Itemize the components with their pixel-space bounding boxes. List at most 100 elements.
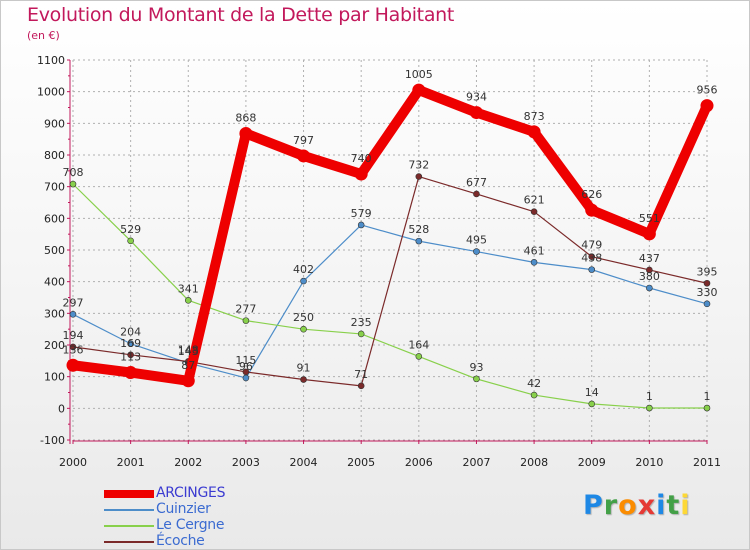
data-label: 113 xyxy=(120,351,141,364)
data-label: 194 xyxy=(63,329,84,342)
data-label: 437 xyxy=(639,252,660,265)
data-point xyxy=(184,297,192,304)
data-point xyxy=(242,368,250,376)
data-point xyxy=(642,227,656,241)
y-tick-label: 800 xyxy=(44,149,65,162)
data-point xyxy=(69,343,77,351)
data-point xyxy=(527,125,541,139)
y-tick-label: 0 xyxy=(58,402,65,415)
data-point xyxy=(530,259,538,266)
logo-letter: x xyxy=(637,490,657,521)
chart-title: Evolution du Montant de la Dette par Hab… xyxy=(27,4,455,26)
x-tick-label: 2003 xyxy=(232,456,260,469)
data-point xyxy=(700,99,714,113)
data-label: 797 xyxy=(293,134,314,147)
data-point xyxy=(415,353,423,360)
data-label: 42 xyxy=(527,377,541,390)
data-point xyxy=(646,284,653,292)
data-label: 708 xyxy=(63,166,84,179)
data-point xyxy=(703,279,711,287)
legend-label: Le Cergne xyxy=(156,517,225,533)
legend-swatch xyxy=(104,490,154,498)
data-point xyxy=(412,83,426,97)
y-tick-label: 200 xyxy=(44,339,65,352)
data-label: 115 xyxy=(235,354,256,367)
x-tick-label: 2008 xyxy=(520,456,548,469)
x-tick-label: 2009 xyxy=(578,456,606,469)
y-tick-label: 700 xyxy=(44,181,65,194)
data-point xyxy=(588,266,596,273)
series-line xyxy=(72,183,708,409)
data-point xyxy=(181,374,195,388)
data-label: 395 xyxy=(697,265,718,278)
logo-letter: t xyxy=(666,490,681,521)
legend-swatch xyxy=(104,509,154,511)
data-label: 621 xyxy=(524,194,545,207)
data-point xyxy=(127,340,134,348)
legend-label: Écoche xyxy=(156,533,205,549)
y-tick-label: 1000 xyxy=(37,86,65,99)
logo-letter: r xyxy=(603,490,619,521)
legend-swatch xyxy=(104,525,154,527)
data-point xyxy=(357,382,365,390)
x-tick-label: 2004 xyxy=(290,456,318,469)
data-label: 677 xyxy=(466,176,487,189)
series-layer xyxy=(66,83,714,412)
data-label: 529 xyxy=(120,223,141,236)
data-point xyxy=(646,266,653,274)
data-point xyxy=(242,317,250,324)
label-layer: 136 113 87 868 797 740 1005 934 873 626 551 956 297 2… xyxy=(63,68,718,403)
y-tick-label: 600 xyxy=(44,212,65,225)
data-point xyxy=(354,167,368,181)
data-point xyxy=(357,221,365,229)
chart-subtitle: (en €) xyxy=(27,29,60,42)
legend-swatch xyxy=(104,541,154,543)
data-label: 277 xyxy=(235,303,256,316)
y-tick-label: 900 xyxy=(44,117,65,130)
data-point xyxy=(473,375,480,383)
data-label: 164 xyxy=(408,338,429,351)
data-label: 626 xyxy=(581,188,602,201)
data-label: 235 xyxy=(351,316,372,329)
data-label: 732 xyxy=(408,159,429,172)
data-point xyxy=(69,310,77,318)
legend-label: ARCINGES xyxy=(156,485,226,501)
data-label: 1005 xyxy=(405,68,433,81)
data-point xyxy=(300,277,307,285)
data-point xyxy=(530,208,538,215)
x-tick-label: 2000 xyxy=(59,456,87,469)
data-label: 71 xyxy=(354,368,368,381)
series-line xyxy=(72,175,708,387)
y-tick-label: 300 xyxy=(44,307,65,320)
data-label: 956 xyxy=(697,84,718,97)
x-tick-label: 2011 xyxy=(693,456,721,469)
data-point xyxy=(357,330,365,338)
data-point xyxy=(127,351,134,359)
series-line xyxy=(68,85,712,386)
data-label: 934 xyxy=(466,91,487,104)
axis-layer: -100010020030040050060070080090010001100… xyxy=(37,54,721,469)
data-label: 551 xyxy=(639,212,660,225)
data-point xyxy=(530,391,538,399)
data-point xyxy=(415,237,423,245)
y-tick-label: 100 xyxy=(44,371,65,384)
data-label: 330 xyxy=(697,286,718,299)
data-label: 341 xyxy=(178,282,199,295)
data-point xyxy=(703,300,711,308)
y-tick-label: 500 xyxy=(44,244,65,257)
data-point xyxy=(703,404,711,412)
data-label: 402 xyxy=(293,263,314,276)
data-label: 87 xyxy=(181,359,195,372)
x-tick-label: 2002 xyxy=(174,456,202,469)
data-label: 93 xyxy=(469,361,483,374)
data-label: 1 xyxy=(646,390,653,403)
data-point xyxy=(239,126,253,140)
data-label: 868 xyxy=(235,111,256,124)
data-point xyxy=(124,366,138,380)
data-point xyxy=(242,374,250,382)
proxiti-logo: Proxiti xyxy=(583,490,691,521)
data-label: 169 xyxy=(120,337,141,350)
series-line xyxy=(72,224,708,379)
